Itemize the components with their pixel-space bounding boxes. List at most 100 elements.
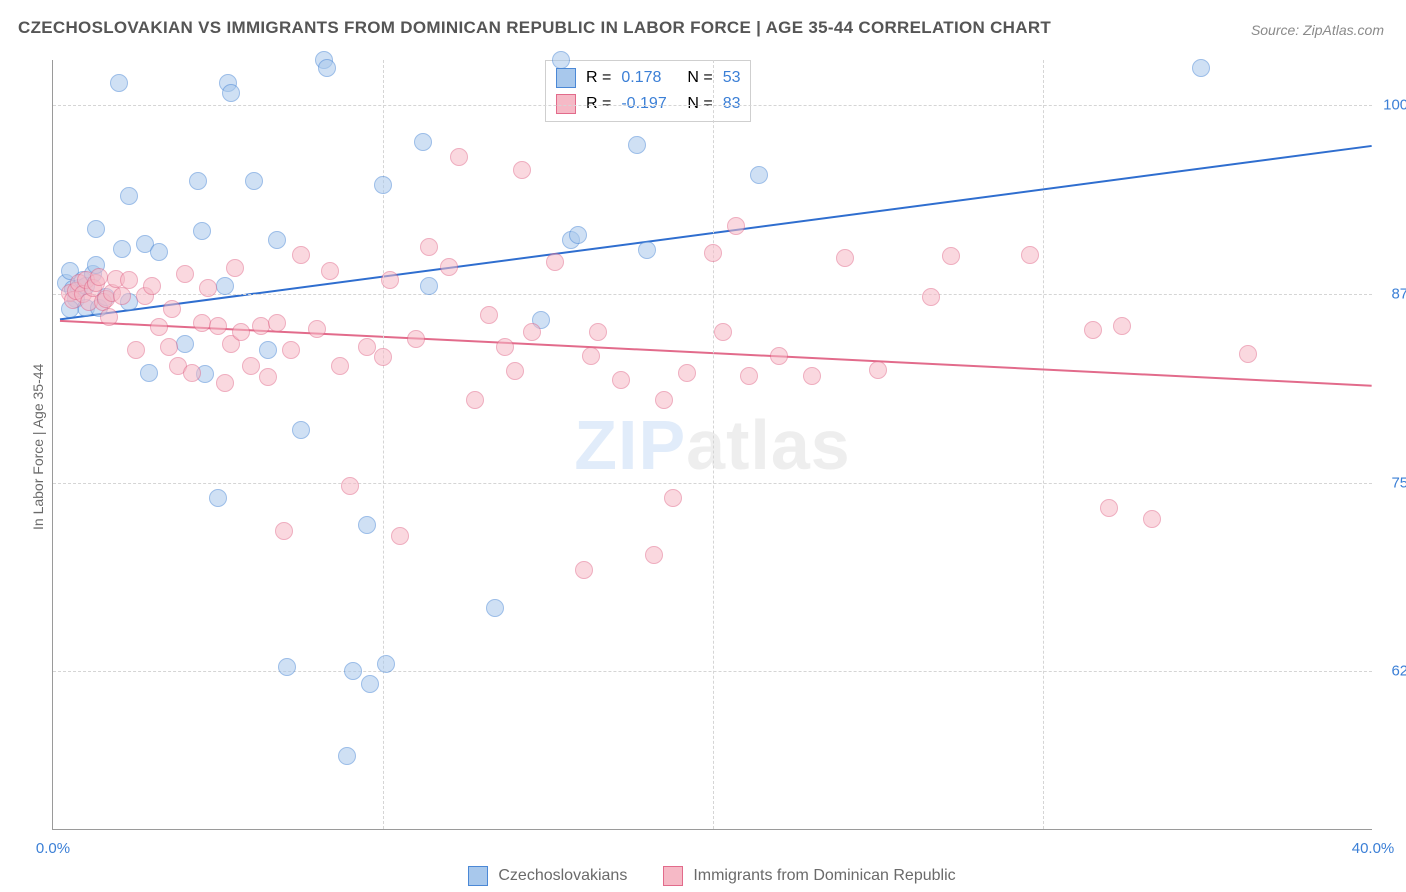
data-point [150, 243, 168, 261]
scatter-chart: CZECHOSLOVAKIAN VS IMMIGRANTS FROM DOMIN… [0, 0, 1406, 892]
data-point [150, 318, 168, 336]
data-point [546, 253, 564, 271]
data-point [391, 527, 409, 545]
data-point [163, 300, 181, 318]
data-point [486, 599, 504, 617]
data-point [374, 348, 392, 366]
series-legend: Czechoslovakians Immigrants from Dominic… [52, 866, 1372, 886]
data-point [120, 187, 138, 205]
data-point [374, 176, 392, 194]
data-point [655, 391, 673, 409]
data-point [338, 747, 356, 765]
data-point [466, 391, 484, 409]
data-point [628, 136, 646, 154]
data-point [87, 220, 105, 238]
data-point [341, 477, 359, 495]
watermark-part2: atlas [686, 406, 851, 484]
data-point [268, 314, 286, 332]
data-point [245, 172, 263, 190]
data-point [645, 546, 663, 564]
data-point [803, 367, 821, 385]
data-point [143, 277, 161, 295]
data-point [638, 241, 656, 259]
data-point [358, 516, 376, 534]
data-point [589, 323, 607, 341]
data-point [506, 362, 524, 380]
n-value: 83 [723, 91, 741, 117]
watermark-part1: ZIP [574, 406, 686, 484]
data-point [160, 338, 178, 356]
n-label: N = [687, 65, 712, 91]
data-point [127, 341, 145, 359]
y-tick-label: 87.5% [1391, 286, 1406, 303]
correlation-legend: R = 0.178 N = 53 R = -0.197 N = 83 [545, 60, 751, 122]
data-point [193, 314, 211, 332]
data-point [259, 368, 277, 386]
data-point [552, 51, 570, 69]
data-point [714, 323, 732, 341]
data-point [582, 347, 600, 365]
data-point [440, 258, 458, 276]
data-point [750, 166, 768, 184]
data-point [377, 655, 395, 673]
data-point [513, 161, 531, 179]
data-point [226, 259, 244, 277]
data-point [189, 172, 207, 190]
data-point [216, 374, 234, 392]
data-point [209, 317, 227, 335]
data-point [496, 338, 514, 356]
data-point [678, 364, 696, 382]
data-point [113, 240, 131, 258]
data-point [569, 226, 587, 244]
data-point [110, 74, 128, 92]
y-tick-label: 62.5% [1391, 663, 1406, 680]
x-tick-label: 40.0% [1352, 840, 1395, 857]
data-point [176, 335, 194, 353]
gridline-vertical [1043, 60, 1044, 829]
data-point [331, 357, 349, 375]
swatch-icon [468, 866, 488, 886]
data-point [358, 338, 376, 356]
data-point [420, 277, 438, 295]
data-point [268, 231, 286, 249]
n-label: N = [687, 91, 712, 117]
data-point [216, 277, 234, 295]
data-point [275, 522, 293, 540]
data-point [176, 265, 194, 283]
y-tick-label: 100.0% [1383, 97, 1406, 114]
data-point [292, 421, 310, 439]
legend-label: Czechoslovakians [498, 867, 627, 885]
chart-title: CZECHOSLOVAKIAN VS IMMIGRANTS FROM DOMIN… [18, 18, 1051, 38]
y-tick-label: 75.0% [1391, 474, 1406, 491]
data-point [232, 323, 250, 341]
data-point [222, 84, 240, 102]
data-point [90, 268, 108, 286]
r-value: -0.197 [621, 91, 677, 117]
data-point [292, 246, 310, 264]
data-point [1239, 345, 1257, 363]
data-point [704, 244, 722, 262]
data-point [612, 371, 630, 389]
data-point [407, 330, 425, 348]
data-point [664, 489, 682, 507]
data-point [1084, 321, 1102, 339]
data-point [183, 364, 201, 382]
data-point [318, 59, 336, 77]
data-point [1100, 499, 1118, 517]
swatch-icon [556, 68, 576, 88]
data-point [420, 238, 438, 256]
legend-item: Czechoslovakians [468, 866, 627, 886]
data-point [575, 561, 593, 579]
data-point [523, 323, 541, 341]
plot-area: ZIPatlas R = 0.178 N = 53 R = -0.197 N =… [52, 60, 1372, 830]
data-point [321, 262, 339, 280]
data-point [414, 133, 432, 151]
data-point [242, 357, 260, 375]
y-axis-label: In Labor Force | Age 35-44 [30, 364, 46, 530]
data-point [120, 271, 138, 289]
data-point [361, 675, 379, 693]
data-point [193, 222, 211, 240]
data-point [1021, 246, 1039, 264]
r-label: R = [586, 65, 611, 91]
data-point [450, 148, 468, 166]
